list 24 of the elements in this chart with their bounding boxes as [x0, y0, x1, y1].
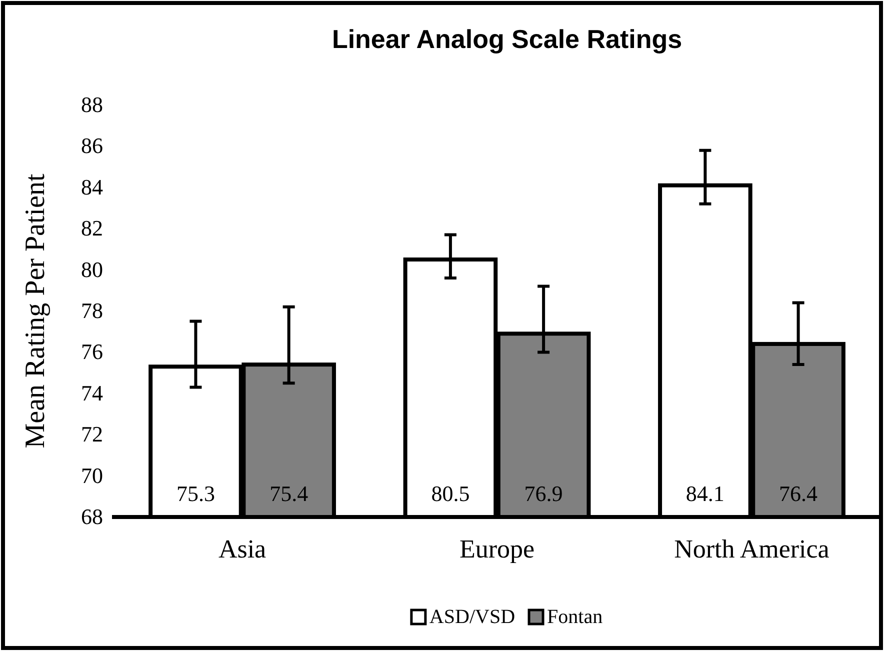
data-label: 76.9 [524, 481, 563, 506]
chart-title: Linear Analog Scale Ratings [332, 24, 682, 54]
y-tick-label: 72 [81, 422, 103, 447]
legend-label: Fontan [547, 606, 603, 628]
data-label: 80.5 [431, 481, 470, 506]
data-label: 75.3 [176, 481, 215, 506]
x-tick-label: Europe [459, 534, 535, 564]
data-label: 75.4 [270, 481, 308, 506]
y-tick-label: 80 [81, 256, 103, 282]
y-axis-title: Mean Rating Per Patient [20, 174, 51, 448]
y-tick-label: 88 [81, 92, 103, 118]
legend-label: ASD/VSD [429, 606, 516, 628]
x-tick-label: North America [674, 534, 830, 564]
y-tick-label: 74 [81, 380, 103, 406]
y-tick-label: 76 [81, 339, 103, 364]
data-label: 84.1 [686, 481, 724, 506]
data-label: 76.4 [779, 481, 818, 506]
y-tick-label: 68 [81, 504, 103, 530]
y-tick-label: 86 [81, 133, 103, 158]
y-tick-label: 82 [81, 216, 103, 241]
x-tick-label: Asia [218, 534, 267, 564]
y-tick-label: 78 [81, 298, 103, 324]
y-tick-label: 84 [81, 174, 103, 200]
y-tick-label: 70 [81, 462, 103, 488]
